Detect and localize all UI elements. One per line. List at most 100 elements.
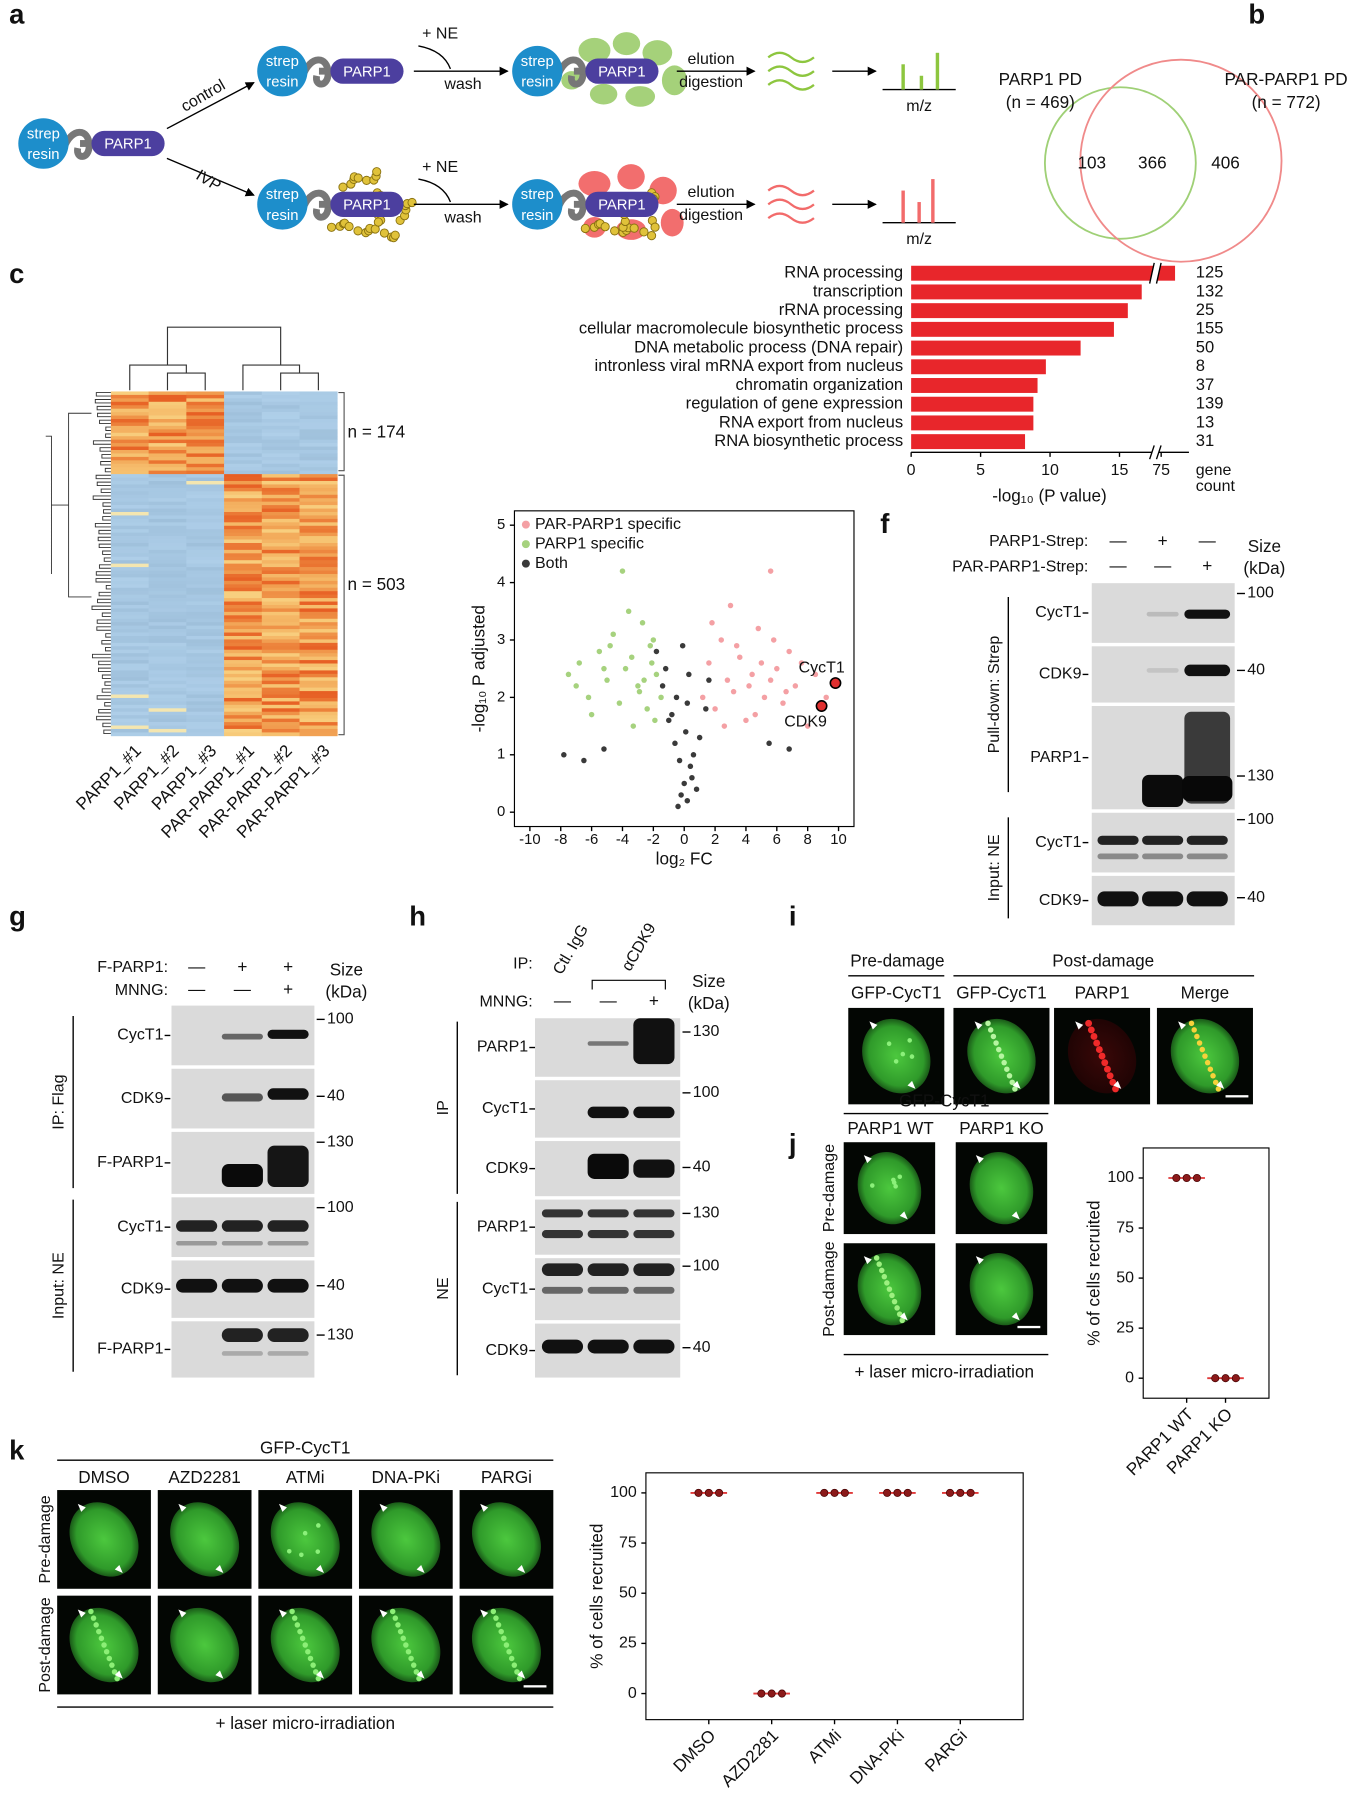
- x-tick-label: 15: [1111, 461, 1129, 479]
- row-label: CycT1: [117, 1026, 163, 1044]
- group-label: NE: [434, 1277, 452, 1299]
- band: [633, 1106, 675, 1119]
- heatmap-cell: [186, 618, 225, 623]
- arrowhead: [907, 1080, 916, 1089]
- label: —: [188, 979, 206, 999]
- heatmap-cell: [148, 563, 187, 568]
- heatmap-cell: [148, 484, 187, 489]
- heatmap-cell: [186, 480, 225, 485]
- heatmap-cell: [261, 608, 300, 613]
- damage-stripe: [1104, 1065, 1111, 1073]
- heatmap-cell: [261, 518, 300, 523]
- heatmap-cell: [299, 467, 338, 472]
- heatmap-cell: [224, 484, 263, 489]
- point: [770, 637, 777, 643]
- point: [792, 683, 799, 689]
- heatmap-cell: [224, 456, 263, 461]
- damage-stripe: [993, 1040, 999, 1046]
- arrowhead: [517, 1564, 526, 1573]
- heatmap-cell: [299, 456, 338, 461]
- heatmap-cell: [299, 453, 338, 458]
- damage-stripe: [395, 1622, 401, 1628]
- heatmap-cell: [186, 656, 225, 661]
- heatmap-cell: [224, 450, 263, 454]
- arrowhead: [416, 1670, 425, 1679]
- heatmap-cell: [148, 532, 187, 537]
- par-bead: [326, 222, 337, 232]
- heatmap-cell: [148, 453, 187, 458]
- heatmap-cell: [186, 450, 225, 454]
- heatmap-cell: [224, 584, 263, 589]
- x-tick-label: 2: [711, 832, 719, 848]
- size-marker: 100: [693, 1083, 720, 1101]
- par-bead: [353, 226, 363, 236]
- point: [622, 665, 629, 672]
- damage-stripe: [1212, 1079, 1219, 1086]
- heatmap-cell: [186, 456, 225, 461]
- heatmap-cell: [110, 684, 149, 688]
- damage-stripe: [1207, 1066, 1214, 1072]
- heatmap-cell: [186, 632, 225, 637]
- arrowhead: [1216, 1080, 1225, 1089]
- heatmap-cell: [299, 573, 338, 578]
- heatmap-cell: [224, 687, 263, 692]
- damage-stripe: [886, 1286, 893, 1292]
- heatmap-cell: [148, 663, 187, 668]
- heatmap-cell: [110, 477, 149, 482]
- heatmap-cell: [299, 560, 338, 564]
- heatmap-cell: [224, 532, 263, 537]
- heatmap-cell: [224, 480, 263, 485]
- band: [633, 1263, 675, 1276]
- damage-stripe: [114, 1675, 120, 1682]
- band: [633, 1018, 675, 1065]
- arrowhead: [975, 1155, 984, 1164]
- label: count: [1196, 477, 1236, 495]
- heatmap-cell: [224, 487, 263, 492]
- point: [749, 671, 755, 678]
- panel-label: a: [9, 0, 25, 29]
- heatmap-cell: [110, 460, 149, 465]
- band: [176, 1220, 218, 1232]
- panel-label: k: [9, 1434, 25, 1465]
- heatmap-cell: [299, 415, 338, 420]
- heatmap-cell: [224, 560, 263, 564]
- heatmap-cell: [261, 401, 300, 406]
- heatmap-cell: [224, 525, 263, 530]
- value-label: 50: [1196, 337, 1214, 356]
- label: Pre-damage: [820, 1144, 838, 1232]
- dot: [767, 1689, 776, 1698]
- heatmap-cell: [224, 432, 263, 437]
- heatmap-cell: [148, 725, 187, 730]
- peptide: [767, 79, 815, 91]
- label: +: [1202, 556, 1212, 576]
- heatmap-cell: [299, 625, 338, 630]
- heatmap-cell: [110, 467, 149, 472]
- heatmap-cell: [261, 553, 300, 558]
- arrowhead: [379, 1503, 388, 1512]
- dot: [777, 1689, 786, 1698]
- heatmap-cell: [148, 394, 187, 399]
- heatmap-cell: [261, 684, 300, 688]
- parp1-protein: [330, 191, 404, 217]
- panel-label: i: [789, 901, 797, 932]
- heatmap-cell: [299, 611, 338, 616]
- heatmap-cell: [299, 663, 338, 668]
- axis-break: [1148, 262, 1155, 284]
- arrowhead: [480, 1503, 489, 1512]
- point: [647, 642, 654, 649]
- heatmap-cell: [224, 711, 263, 716]
- heatmap-cell: [261, 436, 300, 441]
- heatmap-cell: [110, 697, 149, 702]
- damage-stripe: [416, 1675, 422, 1682]
- resin-bead: [257, 179, 308, 230]
- heatmap-cell: [110, 604, 149, 609]
- heatmap-cell: [261, 467, 300, 472]
- heatmap-cell: [261, 642, 300, 647]
- damage-stripe: [1012, 1086, 1018, 1092]
- label: MNNG:: [479, 992, 532, 1010]
- heatmap-cell: [186, 722, 225, 726]
- label: —: [1154, 556, 1172, 576]
- point: [812, 671, 819, 678]
- heatmap-cell: [261, 542, 300, 547]
- heatmap-cell: [110, 622, 149, 626]
